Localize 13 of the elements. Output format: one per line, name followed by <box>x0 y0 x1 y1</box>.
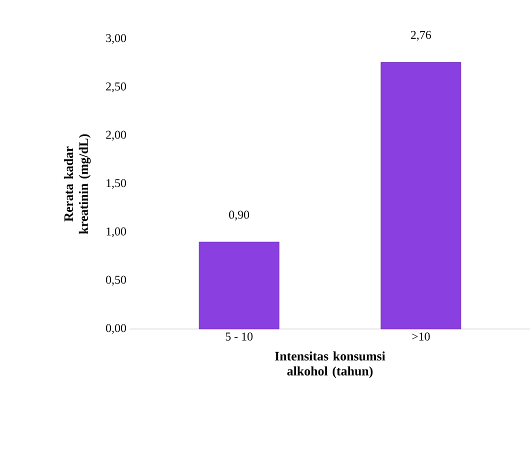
y-axis-title: Rerata kadar kreatinin (mg/dL) <box>64 134 91 234</box>
y-tick-label: 1,50 <box>106 179 126 189</box>
x-tick-label: 5 - 10 <box>226 332 253 341</box>
y-tick-label: 2,50 <box>106 82 126 92</box>
data-label: 0,90 <box>229 210 250 220</box>
y-tick-label: 2,00 <box>106 130 126 141</box>
y-tick-label: 0,00 <box>106 324 126 334</box>
data-label: 2,76 <box>410 30 432 41</box>
y-tick-label: 1,00 <box>106 227 126 238</box>
x-axis-title: Intensitas konsumsi alkohol (tahun) <box>275 351 386 378</box>
x-tick-label: >10 <box>412 332 430 341</box>
y-tick-label: 0,50 <box>106 276 126 286</box>
y-tick-label: 3,00 <box>106 34 126 44</box>
